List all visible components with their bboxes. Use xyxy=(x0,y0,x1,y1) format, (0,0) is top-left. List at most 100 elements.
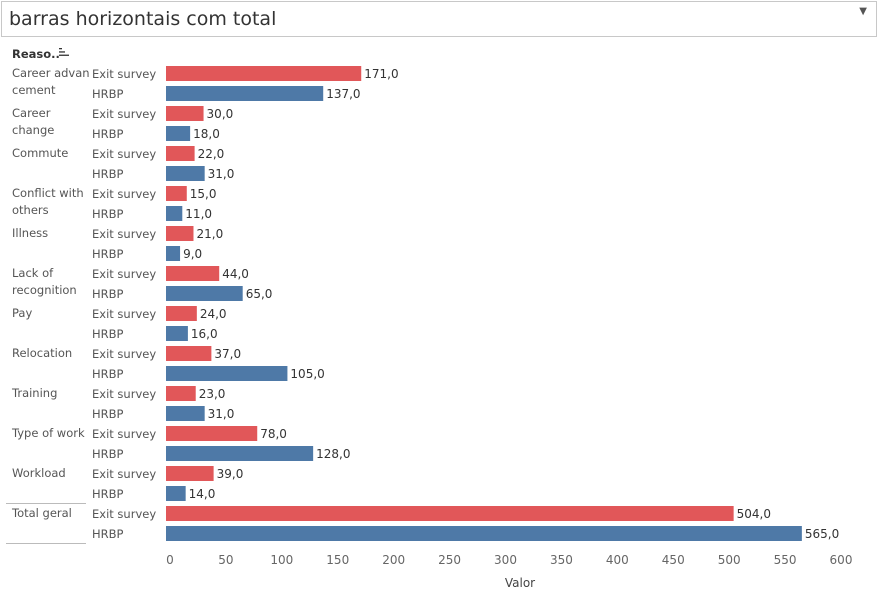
bar-hrbp xyxy=(166,166,205,181)
sub-category-label: HRBP xyxy=(92,447,124,461)
sub-category-label: HRBP xyxy=(92,87,124,101)
bar-exit-survey xyxy=(166,226,194,241)
bar-exit-survey xyxy=(166,466,214,481)
data-label: 37,0 xyxy=(214,347,241,361)
data-label: 44,0 xyxy=(222,267,249,281)
data-label: 78,0 xyxy=(260,427,287,441)
column-header-reason: Reaso.. xyxy=(12,47,60,61)
bar-exit-survey xyxy=(166,346,212,361)
category-label: Conflict with xyxy=(12,186,84,200)
sub-category-label: Exit survey xyxy=(92,227,156,241)
category-label: Relocation xyxy=(12,346,72,360)
category-label: Lack of xyxy=(12,266,54,280)
sub-category-label: HRBP xyxy=(92,247,124,261)
category-label: cement xyxy=(12,83,56,97)
bar-exit-survey xyxy=(166,306,197,321)
bar-hrbp xyxy=(166,206,183,221)
sub-category-label: Exit survey xyxy=(92,307,156,321)
bar-hrbp xyxy=(166,406,205,421)
sub-category-label: Exit survey xyxy=(92,467,156,481)
bar-hrbp xyxy=(166,246,181,261)
data-label: 39,0 xyxy=(217,467,244,481)
category-label: Career advan xyxy=(12,66,90,80)
category-label: others xyxy=(12,203,49,217)
category-label: Total geral xyxy=(11,506,72,520)
category-label: recognition xyxy=(12,283,77,297)
sub-category-label: HRBP xyxy=(92,487,124,501)
sub-category-label: HRBP xyxy=(92,407,124,421)
data-label: 65,0 xyxy=(246,287,273,301)
sub-category-label: HRBP xyxy=(92,367,124,381)
x-tick-label: 300 xyxy=(494,553,517,567)
data-label: 11,0 xyxy=(185,207,212,221)
title-dropdown[interactable]: barras horizontais com total ▼ xyxy=(1,1,877,37)
sub-category-label: Exit survey xyxy=(92,507,156,521)
data-label: 21,0 xyxy=(196,227,223,241)
x-tick-label: 450 xyxy=(662,553,685,567)
data-label: 24,0 xyxy=(200,307,227,321)
data-label: 16,0 xyxy=(191,327,218,341)
bar-hrbp xyxy=(166,526,802,541)
x-tick-label: 0 xyxy=(166,553,174,567)
x-tick-label: 400 xyxy=(606,553,629,567)
bar-hrbp xyxy=(166,126,191,141)
category-label: Workload xyxy=(12,466,66,480)
sub-category-label: HRBP xyxy=(92,167,124,181)
chevron-down-icon[interactable]: ▼ xyxy=(859,6,867,17)
sub-category-label: Exit survey xyxy=(92,147,156,161)
bar-exit-survey xyxy=(166,66,362,81)
data-label: 171,0 xyxy=(364,67,398,81)
sub-category-label: Exit survey xyxy=(92,67,156,81)
bar-exit-survey xyxy=(166,506,734,521)
data-label: 22,0 xyxy=(198,147,225,161)
bar-exit-survey xyxy=(166,186,187,201)
sub-category-label: Exit survey xyxy=(92,187,156,201)
bar-hrbp xyxy=(166,366,288,381)
sub-category-label: HRBP xyxy=(92,287,124,301)
data-label: 18,0 xyxy=(193,127,220,141)
sub-category-label: Exit survey xyxy=(92,107,156,121)
x-tick-label: 200 xyxy=(382,553,405,567)
x-tick-label: 500 xyxy=(718,553,741,567)
sub-category-label: Exit survey xyxy=(92,427,156,441)
sub-category-label: Exit survey xyxy=(92,267,156,281)
data-label: 14,0 xyxy=(189,487,216,501)
bar-hrbp xyxy=(166,326,188,341)
x-tick-label: 100 xyxy=(270,553,293,567)
category-label: change xyxy=(12,123,54,137)
x-tick-label: 50 xyxy=(218,553,233,567)
bar-exit-survey xyxy=(166,106,204,121)
bar-hrbp xyxy=(166,286,243,301)
sub-category-label: Exit survey xyxy=(92,387,156,401)
data-label: 31,0 xyxy=(208,167,235,181)
sub-category-label: HRBP xyxy=(92,327,124,341)
category-label: Illness xyxy=(12,226,48,240)
category-label: Type of work xyxy=(11,426,85,440)
sub-category-label: HRBP xyxy=(92,127,124,141)
data-label: 30,0 xyxy=(207,107,234,121)
bar-exit-survey xyxy=(166,426,258,441)
bar-hrbp xyxy=(166,446,314,461)
sub-category-label: Exit survey xyxy=(92,347,156,361)
category-label: Training xyxy=(11,386,57,400)
sort-icon[interactable] xyxy=(58,46,70,58)
data-label: 105,0 xyxy=(290,367,324,381)
data-label: 15,0 xyxy=(190,187,217,201)
data-label: 504,0 xyxy=(737,507,771,521)
sub-category-label: HRBP xyxy=(92,207,124,221)
sub-category-label: HRBP xyxy=(92,527,124,541)
x-tick-label: 250 xyxy=(438,553,461,567)
data-label: 137,0 xyxy=(326,87,360,101)
bar-exit-survey xyxy=(166,386,196,401)
bar-hrbp xyxy=(166,86,324,101)
data-label: 565,0 xyxy=(805,527,839,541)
data-label: 23,0 xyxy=(199,387,226,401)
x-tick-label: 350 xyxy=(550,553,573,567)
bar-exit-survey xyxy=(166,146,195,161)
x-tick-label: 600 xyxy=(830,553,853,567)
category-label: Commute xyxy=(12,146,68,160)
x-tick-label: 150 xyxy=(326,553,349,567)
bar-exit-survey xyxy=(166,266,220,281)
category-label: Pay xyxy=(12,306,32,320)
